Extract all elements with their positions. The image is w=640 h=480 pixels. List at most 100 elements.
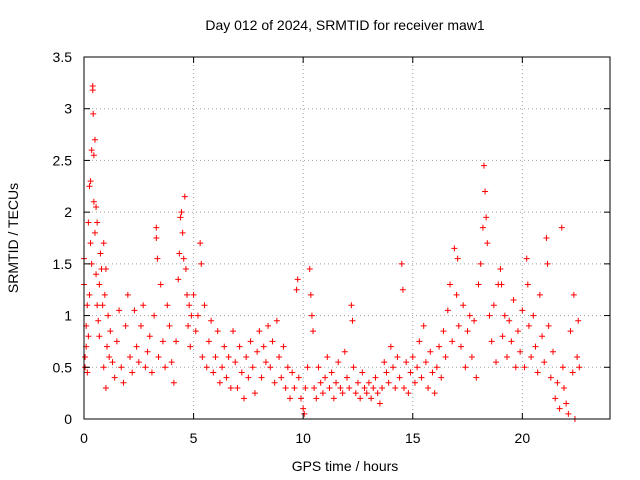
data-point-marker [462,364,469,371]
data-point-marker [363,390,370,397]
data-point-marker [170,379,177,386]
data-point-marker [225,353,232,360]
data-point-marker [541,359,548,366]
data-point-marker [256,328,263,335]
data-point-marker [297,395,304,402]
data-point-marker [203,364,210,371]
data-point-marker [271,379,278,386]
data-point-marker [86,291,93,298]
data-point-marker [385,379,392,386]
data-point-marker [482,188,489,195]
data-point-marker [93,203,100,210]
data-point-marker [227,384,234,391]
data-point-marker [517,348,524,355]
data-point-marker [524,281,531,288]
data-point-marker [162,364,169,371]
data-point-marker [488,338,495,345]
data-point-marker [267,364,274,371]
data-point-marker [280,343,287,350]
y-tick-label: 0 [64,411,72,427]
data-point-marker [349,317,356,324]
data-point-marker [396,374,403,381]
data-point-marker [556,405,563,412]
data-point-marker [164,302,171,309]
data-point-marker [276,353,283,360]
data-point-marker [240,395,247,402]
data-point-marker [330,395,337,402]
data-point-marker [153,235,160,241]
data-point-marker [498,281,505,288]
plot-frame [83,56,611,420]
data-point-marker [90,110,97,117]
data-point-marker [278,374,285,381]
data-point-marker [291,384,298,391]
data-point-marker [188,312,195,319]
data-point-marker [451,245,458,252]
data-point-marker [545,322,552,329]
data-point-marker [559,364,566,371]
data-point-marker [394,353,401,360]
data-point-marker [105,312,112,319]
data-point-marker [512,364,519,371]
data-point-marker [265,322,272,329]
data-point-marker [429,369,436,376]
data-point-marker [118,364,125,371]
data-point-marker [307,291,314,298]
data-point-marker [471,317,478,324]
data-point-marker [236,343,243,350]
data-point-marker [142,364,149,371]
data-point-marker [124,291,131,298]
x-axis-label: GPS time / hours [292,458,399,474]
data-point-marker [90,198,97,205]
data-point-marker [475,281,482,288]
data-point-marker [357,395,364,402]
data-point-marker [120,379,127,386]
data-point-marker [565,410,572,417]
data-point-marker [525,322,532,329]
data-point-marker [102,384,109,391]
data-point-marker [550,348,557,355]
data-point-marker [536,291,543,298]
data-point-marker [449,338,456,345]
data-point-marker [510,297,517,304]
data-point-marker [178,209,185,216]
data-point-marker [497,266,504,273]
data-point-marker [552,395,559,402]
data-point-marker [326,384,333,391]
data-point-marker [473,374,480,381]
data-point-marker [372,374,379,381]
data-point-marker [444,307,451,314]
axis-ticks [83,56,610,420]
data-point-marker [344,374,350,381]
data-point-marker [352,390,359,397]
data-point-marker [192,328,199,335]
data-point-marker [201,302,208,309]
data-point-marker [407,369,414,376]
data-point-marker [260,343,267,350]
data-point-marker [433,364,440,371]
data-point-marker [198,260,205,267]
data-point-marker [197,240,204,247]
data-point-marker [249,364,256,371]
x-tick-label: 20 [515,430,531,446]
data-point-marker [154,255,161,262]
data-point-marker [96,281,103,288]
data-point-marker [308,312,315,319]
data-point-marker [574,353,581,360]
data-point-marker [99,302,106,309]
data-point-marker [306,266,313,273]
data-point-marker [431,390,438,397]
data-point-marker [90,152,97,159]
data-point-marker [175,276,182,283]
data-point-marker [86,183,93,190]
data-point-marker [100,364,107,371]
data-point-marker [381,359,388,366]
data-point-marker [238,369,245,376]
data-point-marker [245,374,252,381]
data-point-marker [420,322,427,329]
data-point-marker [350,364,357,371]
data-point-marker [315,364,322,371]
data-point-marker [247,338,254,345]
data-point-marker [269,338,276,345]
data-point-marker [361,384,368,391]
